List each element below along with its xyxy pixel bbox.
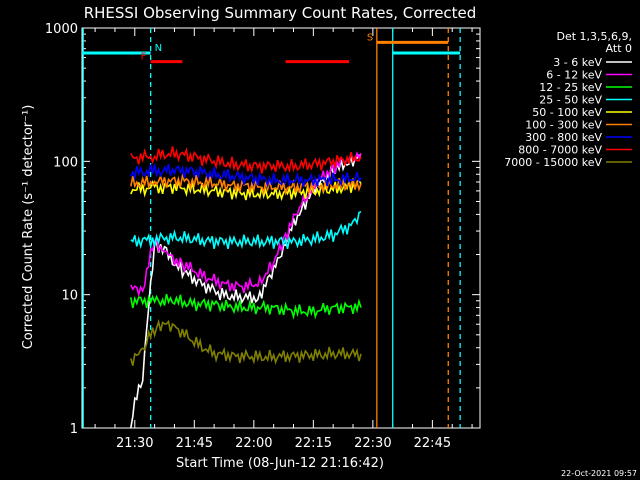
- y-tick-label: 1: [70, 422, 78, 437]
- x-axis-label: Start Time (08-Jun-12 21:16:42): [176, 456, 384, 471]
- legend-label: 7000 - 15000 keV: [504, 156, 602, 169]
- flag-label: F: [141, 52, 147, 63]
- x-tick-label: 22:00: [235, 436, 272, 451]
- legend-label: 12 - 25 keV: [539, 81, 602, 94]
- x-tick-label: 21:30: [116, 436, 153, 451]
- series-line: [130, 210, 362, 250]
- plot-area: 1 10 100 1000 21:30 21:45 22:00 22:15 22:30 22:45…: [45, 22, 481, 451]
- series-line: [130, 163, 362, 189]
- legend-label: 300 - 800 keV: [525, 131, 602, 144]
- legend-title-line-1: Det 1,3,5,6,9,: [556, 30, 632, 43]
- x-tick-label: 22:30: [354, 436, 391, 451]
- chart-title: RHESSI Observing Summary Count Rates, Co…: [84, 4, 477, 22]
- legend-label: 3 - 6 keV: [553, 56, 602, 69]
- legend-label: 6 - 12 keV: [546, 69, 602, 82]
- legend-label: 800 - 7000 keV: [518, 144, 602, 157]
- legend-label: 100 - 300 keV: [525, 119, 602, 132]
- y-axis-label: Corrected Count Rate (s⁻¹ detector⁻¹): [21, 105, 36, 350]
- flag-label: S: [367, 32, 373, 43]
- series-line: [130, 173, 362, 196]
- x-tick-label: 21:45: [176, 436, 213, 451]
- plot-frame: [81, 27, 481, 429]
- series-line: [130, 318, 362, 366]
- footer-timestamp: 22-Oct-2021 09:57: [561, 469, 637, 478]
- flag-label: N: [155, 43, 162, 54]
- legend-title-line-2: Att 0: [606, 42, 632, 55]
- y-tick-label: 1000: [45, 22, 78, 37]
- series-line: [130, 146, 362, 174]
- x-tick-label: 22:45: [414, 436, 451, 451]
- legend-label: 50 - 100 keV: [532, 106, 602, 119]
- x-tick-label: 22:15: [295, 436, 332, 451]
- series-line: [130, 293, 362, 320]
- y-tick-label: 100: [53, 155, 78, 170]
- legend-label: 25 - 50 keV: [539, 94, 602, 107]
- series-line: [130, 154, 362, 429]
- series-line: [130, 151, 362, 298]
- y-tick-label: 10: [61, 289, 78, 304]
